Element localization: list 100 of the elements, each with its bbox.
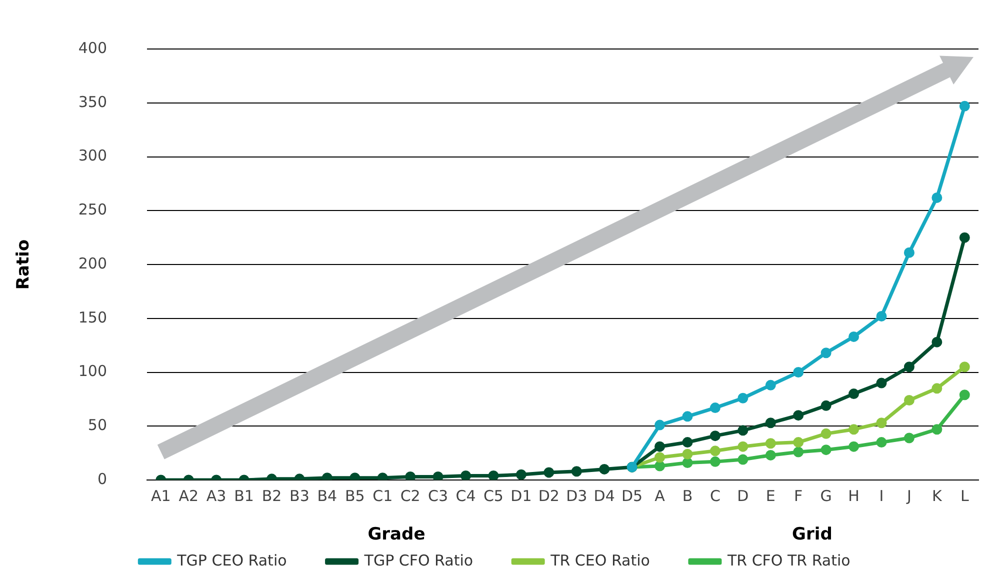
point — [599, 464, 610, 474]
x-tick-label: C — [710, 486, 720, 505]
x-tick-label: B4 — [317, 486, 338, 505]
x-tick-label: B5 — [344, 486, 365, 505]
x-tick-label: G — [820, 486, 832, 505]
point — [820, 444, 832, 456]
point — [682, 437, 693, 448]
x-tick-label: D3 — [566, 486, 588, 505]
x-tick-label: D — [737, 486, 749, 505]
legend-label: TGP CEO Ratio — [176, 551, 287, 570]
point — [959, 100, 970, 112]
x-tick-label: C3 — [428, 486, 448, 505]
point — [793, 446, 804, 458]
x-tick-label: D1 — [510, 486, 532, 505]
point — [876, 378, 887, 388]
point — [654, 420, 666, 430]
point — [765, 450, 776, 460]
x-tick-label: A1 — [150, 486, 171, 505]
x-tick-label: E — [766, 486, 776, 505]
point — [544, 467, 554, 478]
point — [904, 395, 914, 406]
point — [682, 411, 693, 422]
point — [738, 454, 748, 465]
point — [959, 390, 970, 400]
point — [959, 232, 970, 243]
x-tick-label: D4 — [594, 486, 615, 505]
x-tick-label: F — [794, 486, 803, 505]
point — [876, 418, 887, 428]
y-tick-label: 200 — [78, 254, 108, 272]
point — [876, 310, 887, 322]
point — [710, 430, 720, 442]
point — [654, 441, 666, 452]
point — [793, 410, 804, 421]
point — [738, 392, 748, 404]
point — [710, 446, 720, 456]
x-tick-label: C1 — [372, 486, 393, 505]
x-tick-label: C4 — [456, 486, 476, 505]
y-tick-label: 250 — [78, 200, 108, 219]
point — [488, 470, 499, 480]
x-tick-label: C5 — [483, 486, 504, 505]
point — [820, 428, 832, 439]
point — [654, 452, 666, 463]
x-tick-label: L — [960, 486, 970, 505]
point — [820, 400, 832, 411]
x-tick-label: B — [682, 486, 693, 505]
point — [848, 441, 860, 452]
point — [932, 424, 942, 435]
legend-label: TR CEO Ratio — [550, 551, 650, 570]
point — [848, 331, 860, 342]
point — [848, 424, 860, 435]
x-tick-label: C2 — [400, 486, 420, 505]
point — [932, 383, 942, 394]
x-tick-label: B2 — [262, 486, 282, 505]
point — [738, 425, 748, 436]
y-tick-label: 100 — [78, 362, 108, 380]
legend-label: TGP CFO Ratio — [363, 551, 474, 570]
point — [820, 348, 832, 358]
x-tick-label: J — [906, 486, 912, 505]
point — [793, 437, 804, 448]
point — [682, 458, 693, 468]
y-tick-label: 300 — [78, 146, 108, 165]
point — [682, 448, 693, 460]
point — [765, 380, 776, 390]
point — [932, 192, 942, 203]
y-tick-label: 50 — [88, 416, 108, 434]
text: Grid — [792, 524, 832, 544]
point — [710, 402, 720, 414]
point — [516, 469, 526, 480]
point — [848, 388, 860, 400]
point — [932, 336, 942, 348]
point — [904, 432, 914, 444]
point — [654, 460, 666, 472]
x-tick-label: B3 — [290, 486, 310, 505]
x-tick-label: K — [932, 486, 944, 505]
y-axis-title: Ratio — [14, 239, 34, 290]
x-tick-label: B1 — [234, 486, 254, 505]
point — [904, 362, 914, 372]
x-axis-title: Grade — [368, 524, 426, 544]
point — [876, 437, 887, 448]
y-tick-label: 350 — [78, 92, 108, 111]
x-tick-label: A — [654, 486, 666, 505]
point — [904, 247, 914, 258]
x-tick-label: D2 — [538, 486, 560, 505]
point — [571, 466, 582, 477]
point — [765, 418, 776, 428]
point — [765, 438, 776, 449]
legend-label: TR CFO TR Ratio — [726, 551, 850, 570]
x-tick-label: A3 — [206, 486, 226, 505]
x-tick-label: A2 — [178, 486, 199, 505]
point — [710, 456, 720, 467]
point — [793, 367, 804, 378]
y-tick-label: 400 — [78, 38, 108, 57]
x-tick-label: H — [848, 486, 860, 505]
point — [738, 441, 748, 452]
y-tick-label: 150 — [78, 308, 108, 326]
x-tick-label: D5 — [622, 486, 643, 505]
y-tick-label: 0 — [97, 470, 108, 488]
x-tick-label: I — [879, 486, 884, 505]
point — [959, 362, 970, 372]
point — [460, 470, 472, 480]
